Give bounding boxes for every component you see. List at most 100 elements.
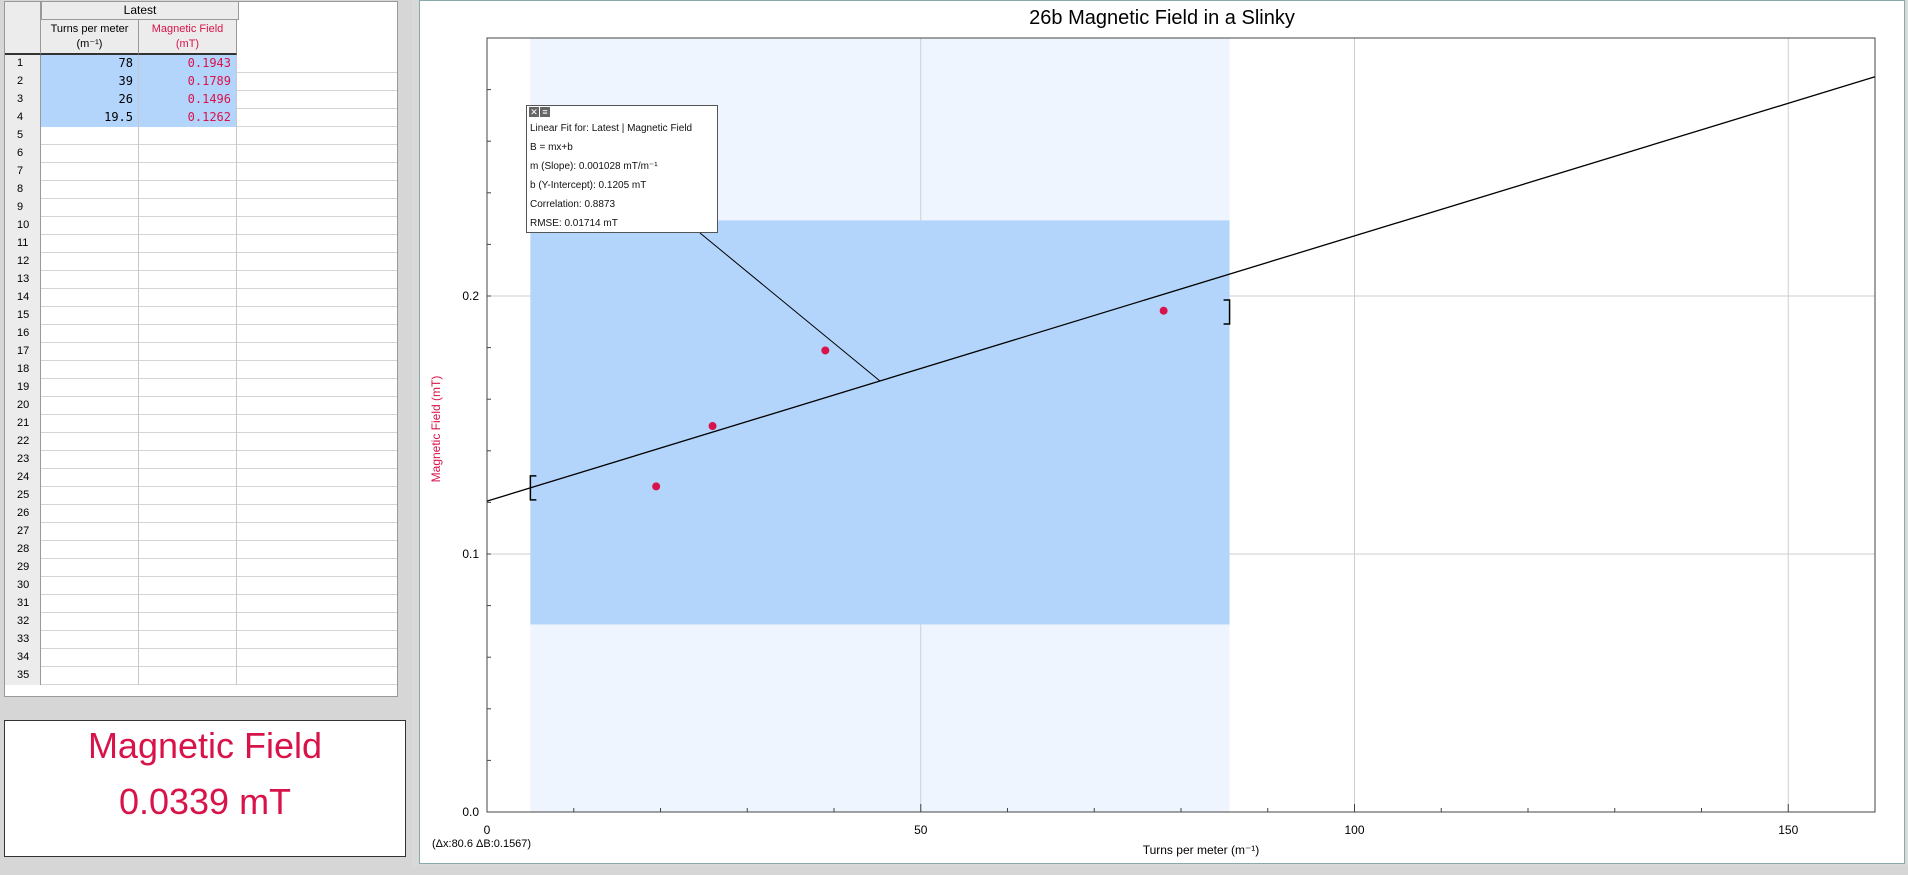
row-number[interactable]: 29 xyxy=(5,559,41,577)
row-number[interactable]: 1 xyxy=(5,55,41,73)
row-number[interactable]: 7 xyxy=(5,163,41,181)
cell-turns-per-meter[interactable] xyxy=(41,667,139,685)
cell-turns-per-meter[interactable] xyxy=(41,199,139,217)
table-row[interactable]: 35 xyxy=(5,667,397,685)
row-number[interactable]: 6 xyxy=(5,145,41,163)
cell-turns-per-meter[interactable] xyxy=(41,343,139,361)
table-row[interactable]: 2 39 0.1789 xyxy=(5,73,397,91)
cell-turns-per-meter[interactable] xyxy=(41,613,139,631)
table-row[interactable]: 18 xyxy=(5,361,397,379)
cell-magnetic-field[interactable] xyxy=(139,343,237,361)
cell-magnetic-field[interactable] xyxy=(139,541,237,559)
cell-turns-per-meter[interactable] xyxy=(41,379,139,397)
table-row[interactable]: 9 xyxy=(5,199,397,217)
row-number[interactable]: 33 xyxy=(5,631,41,649)
row-number[interactable]: 24 xyxy=(5,469,41,487)
table-row[interactable]: 4 19.5 0.1262 xyxy=(5,109,397,127)
cell-turns-per-meter[interactable] xyxy=(41,577,139,595)
cell-magnetic-field[interactable] xyxy=(139,667,237,685)
cell-magnetic-field[interactable] xyxy=(139,397,237,415)
cell-magnetic-field[interactable] xyxy=(139,559,237,577)
cell-magnetic-field[interactable] xyxy=(139,235,237,253)
row-number[interactable]: 31 xyxy=(5,595,41,613)
cell-magnetic-field[interactable] xyxy=(139,127,237,145)
fit-start-bracket[interactable] xyxy=(529,475,537,501)
cell-turns-per-meter[interactable] xyxy=(41,523,139,541)
row-number[interactable]: 28 xyxy=(5,541,41,559)
cell-magnetic-field[interactable]: 0.1496 xyxy=(139,91,237,109)
row-number[interactable]: 27 xyxy=(5,523,41,541)
row-number[interactable]: 26 xyxy=(5,505,41,523)
cell-turns-per-meter[interactable] xyxy=(41,541,139,559)
row-number[interactable]: 12 xyxy=(5,253,41,271)
table-row[interactable]: 19 xyxy=(5,379,397,397)
table-row[interactable]: 31 xyxy=(5,595,397,613)
table-row[interactable]: 21 xyxy=(5,415,397,433)
cell-magnetic-field[interactable] xyxy=(139,415,237,433)
cell-turns-per-meter[interactable] xyxy=(41,271,139,289)
cell-magnetic-field[interactable] xyxy=(139,487,237,505)
row-number[interactable]: 18 xyxy=(5,361,41,379)
cell-magnetic-field[interactable] xyxy=(139,505,237,523)
table-row[interactable]: 13 xyxy=(5,271,397,289)
row-number[interactable]: 16 xyxy=(5,325,41,343)
cell-turns-per-meter[interactable] xyxy=(41,235,139,253)
cell-magnetic-field[interactable] xyxy=(139,199,237,217)
cell-magnetic-field[interactable] xyxy=(139,271,237,289)
table-row[interactable]: 34 xyxy=(5,649,397,667)
row-number[interactable]: 22 xyxy=(5,433,41,451)
table-row[interactable]: 16 xyxy=(5,325,397,343)
table-row[interactable]: 5 xyxy=(5,127,397,145)
row-number[interactable]: 14 xyxy=(5,289,41,307)
row-number[interactable]: 9 xyxy=(5,199,41,217)
cell-turns-per-meter[interactable] xyxy=(41,253,139,271)
table-row[interactable]: 23 xyxy=(5,451,397,469)
table-row[interactable]: 3 26 0.1496 xyxy=(5,91,397,109)
cell-magnetic-field[interactable] xyxy=(139,361,237,379)
cell-magnetic-field[interactable] xyxy=(139,145,237,163)
cell-turns-per-meter[interactable] xyxy=(41,559,139,577)
cell-turns-per-meter[interactable] xyxy=(41,595,139,613)
row-number[interactable]: 5 xyxy=(5,127,41,145)
table-row[interactable]: 7 xyxy=(5,163,397,181)
column-header-magnetic-field[interactable]: Magnetic Field (mT) xyxy=(139,20,237,55)
cell-magnetic-field[interactable] xyxy=(139,595,237,613)
row-number[interactable]: 23 xyxy=(5,451,41,469)
row-number[interactable]: 15 xyxy=(5,307,41,325)
table-row[interactable]: 30 xyxy=(5,577,397,595)
cell-magnetic-field[interactable] xyxy=(139,649,237,667)
row-number[interactable]: 8 xyxy=(5,181,41,199)
cell-turns-per-meter[interactable] xyxy=(41,325,139,343)
data-point[interactable] xyxy=(821,346,830,355)
cell-magnetic-field[interactable] xyxy=(139,289,237,307)
column-header-turns[interactable]: Turns per meter (m⁻¹) xyxy=(41,20,139,55)
cell-turns-per-meter[interactable] xyxy=(41,289,139,307)
cell-turns-per-meter[interactable] xyxy=(41,145,139,163)
cell-turns-per-meter[interactable] xyxy=(41,487,139,505)
table-row[interactable]: 32 xyxy=(5,613,397,631)
cell-magnetic-field[interactable] xyxy=(139,163,237,181)
cell-magnetic-field[interactable] xyxy=(139,523,237,541)
row-number[interactable]: 17 xyxy=(5,343,41,361)
row-number[interactable]: 25 xyxy=(5,487,41,505)
cell-turns-per-meter[interactable] xyxy=(41,181,139,199)
row-number[interactable]: 11 xyxy=(5,235,41,253)
cell-magnetic-field[interactable] xyxy=(139,307,237,325)
row-number[interactable]: 20 xyxy=(5,397,41,415)
table-row[interactable]: 29 xyxy=(5,559,397,577)
cell-turns-per-meter[interactable]: 19.5 xyxy=(41,109,139,127)
options-icon[interactable]: ≡ xyxy=(540,107,550,117)
x-axis-label[interactable]: Turns per meter (m⁻¹) xyxy=(1143,843,1260,857)
cell-turns-per-meter[interactable] xyxy=(41,127,139,145)
data-point[interactable] xyxy=(708,422,717,431)
cell-magnetic-field[interactable] xyxy=(139,577,237,595)
cell-magnetic-field[interactable] xyxy=(139,181,237,199)
cell-magnetic-field[interactable] xyxy=(139,217,237,235)
cell-magnetic-field[interactable]: 0.1262 xyxy=(139,109,237,127)
data-point[interactable] xyxy=(1159,306,1168,315)
row-number[interactable]: 35 xyxy=(5,667,41,685)
cell-turns-per-meter[interactable] xyxy=(41,631,139,649)
table-row[interactable]: 10 xyxy=(5,217,397,235)
cell-turns-per-meter[interactable]: 78 xyxy=(41,55,139,73)
table-row[interactable]: 24 xyxy=(5,469,397,487)
